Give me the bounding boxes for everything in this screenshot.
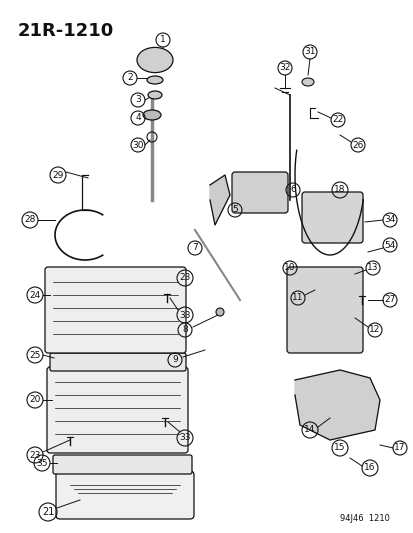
FancyBboxPatch shape (286, 267, 362, 353)
Text: 23: 23 (29, 450, 40, 459)
FancyBboxPatch shape (301, 192, 362, 243)
Text: 20: 20 (29, 395, 40, 405)
Ellipse shape (137, 47, 173, 72)
Text: 30: 30 (132, 141, 143, 149)
Text: 54: 54 (383, 240, 395, 249)
Text: 10: 10 (284, 263, 295, 272)
Ellipse shape (147, 91, 161, 99)
Text: 33: 33 (179, 311, 190, 319)
Text: 3: 3 (135, 95, 140, 104)
Text: 11: 11 (292, 294, 303, 303)
Polygon shape (209, 175, 230, 225)
Text: 26: 26 (351, 141, 363, 149)
Text: 22: 22 (332, 116, 343, 125)
Text: 4: 4 (135, 114, 140, 123)
Text: 28: 28 (24, 215, 36, 224)
Text: 15: 15 (333, 443, 345, 453)
Text: 31: 31 (304, 47, 315, 56)
Text: 21R-1210: 21R-1210 (18, 22, 114, 40)
Text: 32: 32 (279, 63, 290, 72)
Text: 9: 9 (172, 356, 178, 365)
Text: 34: 34 (383, 215, 395, 224)
Text: 6: 6 (290, 185, 295, 195)
Text: 29: 29 (52, 171, 64, 180)
Text: 35: 35 (36, 458, 47, 467)
Text: 2: 2 (127, 74, 133, 83)
FancyBboxPatch shape (53, 455, 192, 474)
Ellipse shape (301, 78, 313, 86)
Text: 17: 17 (393, 443, 405, 453)
FancyBboxPatch shape (45, 267, 185, 353)
Text: 16: 16 (363, 464, 375, 472)
Text: 18: 18 (333, 185, 345, 195)
Text: 14: 14 (304, 425, 315, 434)
Text: 94J46  1210: 94J46 1210 (339, 514, 389, 523)
FancyBboxPatch shape (47, 367, 188, 453)
Text: 24: 24 (29, 290, 40, 300)
Text: 8: 8 (182, 326, 188, 335)
FancyBboxPatch shape (56, 471, 194, 519)
Text: 5: 5 (232, 206, 237, 214)
Polygon shape (294, 370, 379, 440)
Circle shape (216, 308, 223, 316)
Text: 7: 7 (192, 244, 197, 253)
Text: 1: 1 (160, 36, 166, 44)
FancyBboxPatch shape (231, 172, 287, 213)
FancyBboxPatch shape (50, 353, 185, 371)
Ellipse shape (147, 76, 163, 84)
Text: 33: 33 (179, 433, 190, 442)
Text: 23: 23 (179, 273, 190, 282)
Text: 13: 13 (366, 263, 378, 272)
Text: 12: 12 (368, 326, 380, 335)
Text: 21: 21 (42, 507, 54, 517)
Text: 25: 25 (29, 351, 40, 359)
Text: 27: 27 (383, 295, 395, 304)
Ellipse shape (142, 110, 161, 120)
